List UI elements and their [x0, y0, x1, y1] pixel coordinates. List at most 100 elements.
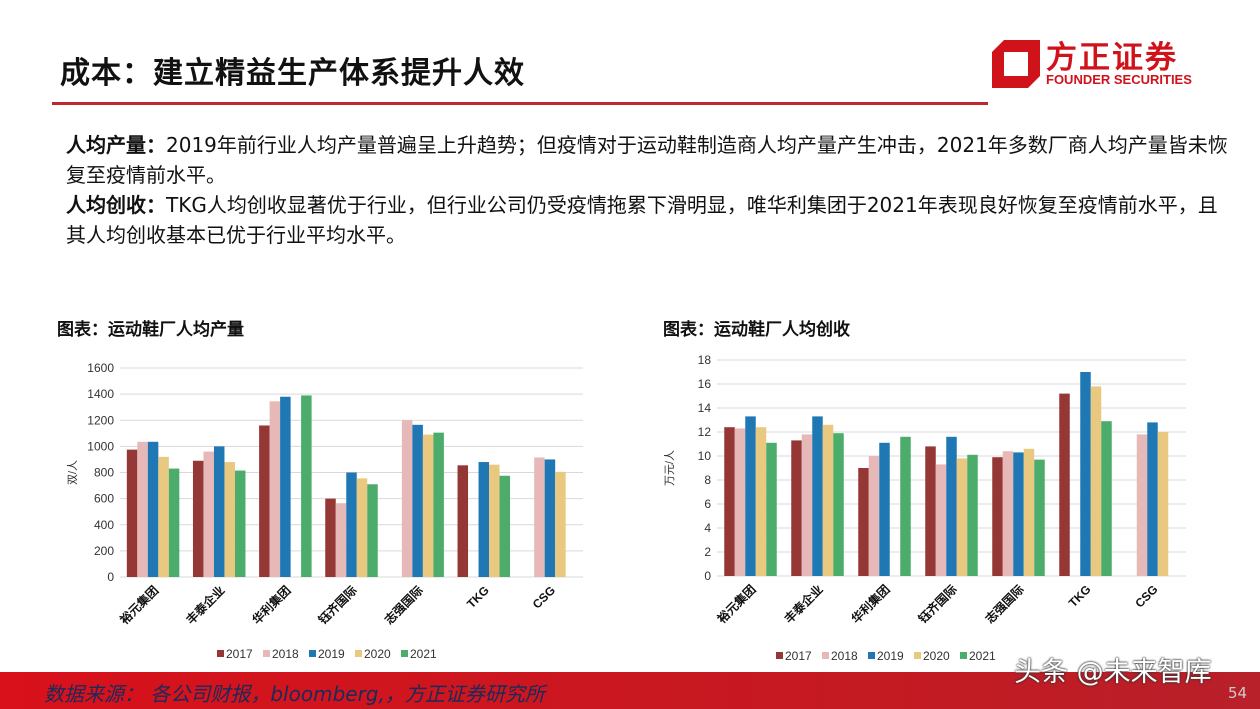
y-tick-label: 8	[704, 473, 711, 487]
bar-2017	[925, 446, 936, 576]
x-tick-label: 志强国际	[982, 582, 1027, 627]
legend-label: 2019	[318, 647, 345, 661]
x-tick-label: 志强国际	[381, 583, 426, 628]
bar-2017	[192, 460, 204, 577]
y-tick-label: 18	[698, 353, 712, 367]
y-tick-label: 800	[94, 466, 114, 480]
bar-2017	[791, 440, 802, 576]
bar-2017	[1059, 393, 1070, 576]
bar-2019	[1013, 452, 1024, 576]
y-tick-label: 0	[107, 570, 114, 584]
bar-2018	[137, 441, 148, 577]
bar-2017	[126, 449, 138, 577]
bar-2020	[158, 456, 169, 577]
bar-2020	[1157, 432, 1169, 576]
bar-2020	[555, 471, 566, 577]
y-tick-label: 1200	[87, 413, 114, 427]
legend-label: 2018	[831, 649, 858, 663]
legend-label: 2020	[364, 647, 391, 661]
founder-logo: 方正证券 FOUNDER SECURITIES	[990, 34, 1200, 94]
bar-2020	[1090, 386, 1102, 576]
bar-2020	[489, 464, 500, 577]
bar-2021	[833, 433, 844, 576]
bar-2021	[234, 470, 246, 577]
legend-label: 2021	[410, 647, 437, 661]
bar-2019	[745, 416, 756, 576]
bar-2018	[269, 401, 281, 577]
logo-text-cn: 方正证券	[1046, 40, 1178, 76]
bar-2021	[499, 475, 511, 577]
legend-swatch-2017	[217, 650, 224, 657]
bar-2020	[956, 458, 968, 576]
x-tick-label: 华利集团	[249, 583, 294, 628]
bar-2021	[433, 432, 444, 577]
y-tick-label: 400	[94, 518, 114, 532]
bar-2018	[1002, 451, 1014, 576]
bar-2019	[147, 441, 159, 577]
y-tick-label: 1000	[87, 439, 114, 453]
y-tick-label: 6	[704, 497, 711, 511]
legend-swatch-2017	[776, 652, 783, 659]
legend-label: 2018	[272, 647, 299, 661]
bar-2018	[534, 457, 545, 577]
x-tick-label: 钰齐国际	[315, 583, 360, 628]
y-tick-label: 1600	[87, 361, 114, 375]
bar-2018	[734, 428, 746, 576]
bar-2020	[755, 427, 767, 576]
x-tick-label: 华利集团	[848, 582, 893, 627]
paragraph-revenue: 人均创收：TKG人均创收显著优于行业，但行业公司仍受疫情拖累下滑明显，唯华利集团…	[66, 190, 1236, 250]
bar-2018	[801, 434, 813, 576]
x-tick-label: 裕元集团	[116, 583, 161, 628]
y-tick-label: 0	[704, 569, 711, 583]
y-tick-label: 14	[698, 401, 712, 415]
bar-2019	[1080, 372, 1091, 576]
y-tick-label: 1400	[87, 387, 114, 401]
footer-bar: 数据来源： 各公司财报，bloomberg,，方正证券研究所	[0, 672, 1260, 709]
y-tick-label: 12	[698, 425, 712, 439]
bar-2017	[457, 465, 469, 577]
legend-swatch-2018	[822, 652, 829, 659]
x-tick-label: 钰齐国际	[915, 582, 960, 627]
bar-2019	[946, 436, 957, 576]
logo-text-en: FOUNDER SECURITIES	[1046, 72, 1192, 87]
bar-2019	[1147, 422, 1158, 576]
summary-text: 人均产量：2019年前行业人均产量普遍呈上升趋势；但疫情对于运动鞋制造商人均产量…	[66, 130, 1236, 250]
bar-2021	[301, 395, 312, 577]
y-tick-label: 2	[704, 545, 711, 559]
bar-2018	[335, 503, 347, 577]
bar-2021	[766, 442, 777, 576]
data-source: 数据来源： 各公司财报，bloomberg,，方正证券研究所	[44, 682, 545, 706]
legend-swatch-2021	[960, 652, 967, 659]
bar-2017	[325, 498, 336, 577]
text-output: 2019年前行业人均产量普遍呈上升趋势；但疫情对于运动鞋制造商人均产量产生冲击，…	[66, 133, 1228, 187]
label-revenue: 人均创收：	[66, 193, 166, 217]
legend-label: 2020	[923, 649, 950, 663]
x-tick-label: CSG	[530, 583, 558, 611]
y-tick-label: 16	[698, 377, 712, 391]
legend-swatch-2020	[355, 650, 362, 657]
bar-2019	[478, 462, 490, 577]
legend-label: 2021	[969, 649, 996, 663]
bar-2018	[868, 456, 880, 576]
x-tick-label: 丰泰企业	[781, 582, 826, 627]
bar-2020	[1023, 448, 1035, 576]
legend-swatch-2019	[868, 652, 875, 659]
legend-swatch-2021	[401, 650, 408, 657]
y-axis-label: 万元/人	[663, 450, 676, 486]
text-revenue: TKG人均创收显著优于行业，但行业公司仍受疫情拖累下滑明显，唯华利集团于2021…	[66, 193, 1218, 247]
bar-2019	[280, 396, 291, 577]
y-tick-label: 200	[94, 544, 114, 558]
bar-2019	[544, 459, 556, 577]
bar-2021	[367, 484, 378, 577]
x-tick-label: CSG	[1132, 582, 1160, 610]
bar-2018	[203, 451, 214, 577]
page-number: 54	[1228, 684, 1248, 702]
paragraph-output: 人均产量：2019年前行业人均产量普遍呈上升趋势；但疫情对于运动鞋制造商人均产量…	[66, 130, 1236, 190]
bar-2021	[1034, 459, 1045, 576]
y-tick-label: 4	[704, 521, 711, 535]
bar-2019	[879, 442, 890, 576]
watermark: 头条 @未来智库	[1014, 657, 1212, 688]
bar-2019	[213, 446, 225, 577]
